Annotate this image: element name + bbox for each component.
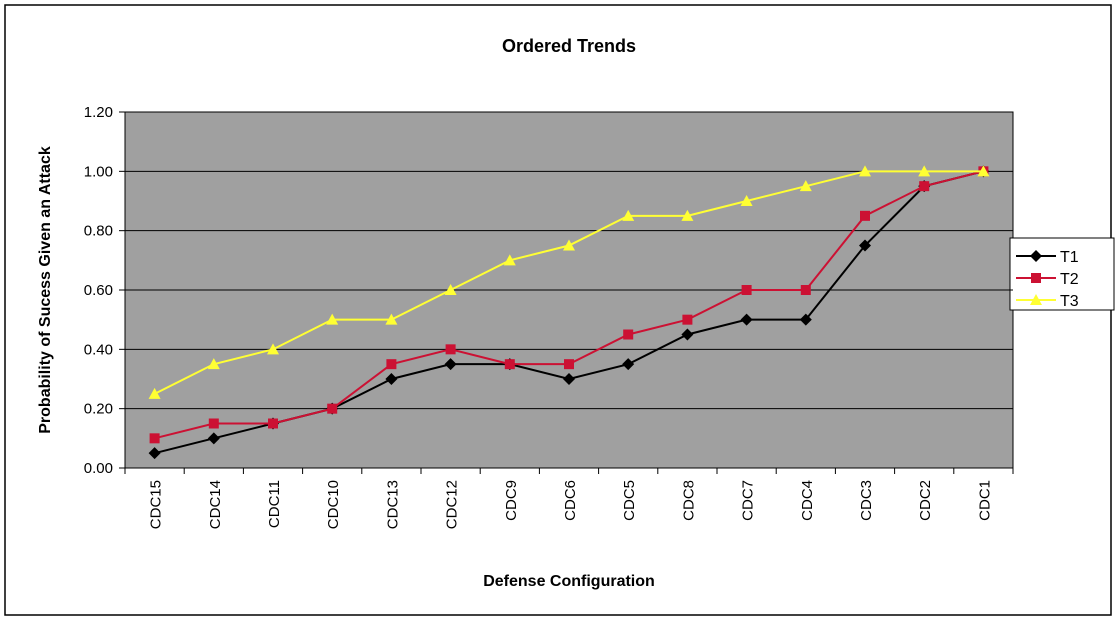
y-tick-label: 1.20 <box>84 104 113 121</box>
marker <box>681 209 694 221</box>
marker <box>918 165 931 177</box>
legend-label: T3 <box>1060 293 1079 310</box>
marker <box>800 285 811 295</box>
x-tick-label: CDC10 <box>325 480 342 529</box>
marker <box>740 195 753 206</box>
x-tick-label: CDC2 <box>917 480 934 521</box>
x-tick-label: CDC1 <box>976 480 993 521</box>
y-tick-label: 0.00 <box>84 460 113 477</box>
marker <box>859 239 871 252</box>
marker <box>977 165 990 177</box>
marker <box>741 285 752 295</box>
marker <box>208 418 219 429</box>
marker <box>445 344 456 355</box>
marker <box>1031 273 1041 283</box>
y-tick-label: 1.00 <box>84 163 113 180</box>
marker <box>682 314 693 325</box>
y-tick-label: 0.60 <box>84 282 113 299</box>
y-tick-label: 0.40 <box>84 341 113 358</box>
marker <box>326 313 339 325</box>
legend <box>1009 237 1115 311</box>
x-tick-label: CDC9 <box>503 480 520 521</box>
marker <box>564 359 574 370</box>
x-tick-label: CDC11 <box>266 480 283 528</box>
marker <box>740 313 753 326</box>
marker <box>148 447 161 460</box>
marker <box>207 432 220 445</box>
marker <box>504 359 515 370</box>
marker <box>386 359 397 370</box>
marker <box>919 181 930 192</box>
marker <box>267 343 279 355</box>
marker <box>799 313 812 326</box>
marker <box>268 418 278 429</box>
chart-title: Ordered Trends <box>502 36 636 56</box>
x-tick-label: CDC14 <box>207 480 224 529</box>
marker <box>799 180 812 192</box>
x-tick-label: CDC5 <box>621 480 638 521</box>
marker <box>623 329 634 340</box>
marker <box>327 403 338 414</box>
marker <box>860 210 870 221</box>
x-tick-label: CDC6 <box>562 480 579 521</box>
marker <box>444 284 457 295</box>
marker <box>622 358 635 371</box>
marker <box>563 373 575 385</box>
marker <box>444 358 457 371</box>
marker <box>149 433 160 444</box>
marker <box>681 328 694 341</box>
y-tick-label: 0.20 <box>84 401 113 418</box>
x-tick-label: CDC13 <box>384 480 401 529</box>
marker <box>385 313 398 325</box>
x-tick-label: CDC15 <box>148 480 165 529</box>
marker <box>859 165 871 177</box>
y-tick-label: 0.80 <box>84 223 113 240</box>
marker <box>1030 250 1042 262</box>
y-axis-title: Probability of Sucess Given an Attack <box>37 146 54 434</box>
x-tick-label: CDC7 <box>740 480 757 521</box>
marker <box>148 387 161 399</box>
legend-label: T2 <box>1060 271 1079 288</box>
marker <box>1030 294 1042 305</box>
marker <box>207 358 220 370</box>
marker <box>622 209 635 221</box>
x-tick-label: CDC3 <box>858 480 875 521</box>
x-axis-title: Defense Configuration <box>483 573 655 590</box>
legend-label: T1 <box>1060 249 1079 266</box>
x-tick-label: CDC8 <box>680 480 697 521</box>
marker <box>503 254 516 266</box>
x-tick-label: CDC4 <box>799 480 816 521</box>
x-tick-label: CDC12 <box>444 480 461 529</box>
marker <box>385 373 398 385</box>
marker <box>563 239 575 251</box>
